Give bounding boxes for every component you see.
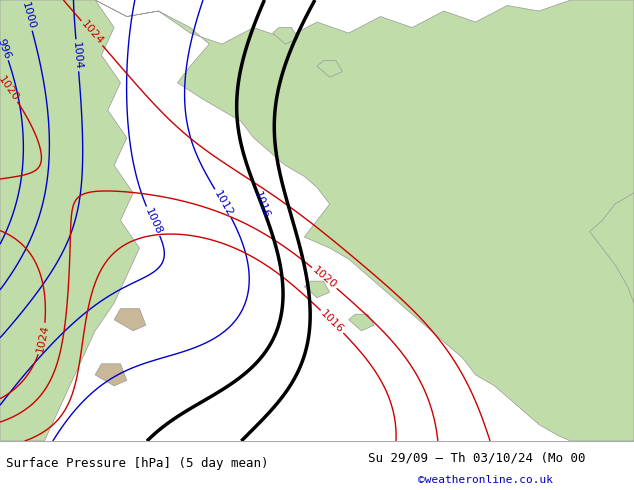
Text: 1020: 1020 bbox=[311, 265, 339, 291]
Text: 1004: 1004 bbox=[71, 41, 84, 70]
Text: 1016: 1016 bbox=[319, 308, 346, 335]
Text: Su 29/09 – Th 03/10/24 (Mo 00: Su 29/09 – Th 03/10/24 (Mo 00 bbox=[368, 452, 585, 465]
Polygon shape bbox=[95, 0, 634, 441]
Text: 1024: 1024 bbox=[79, 19, 105, 47]
Text: Surface Pressure [hPa] (5 day mean): Surface Pressure [hPa] (5 day mean) bbox=[6, 457, 269, 469]
Text: 1012: 1012 bbox=[212, 189, 235, 218]
Polygon shape bbox=[317, 61, 342, 77]
Text: 1024: 1024 bbox=[35, 324, 50, 354]
Polygon shape bbox=[273, 27, 298, 44]
Text: 1016: 1016 bbox=[252, 190, 271, 220]
Polygon shape bbox=[0, 0, 139, 441]
Polygon shape bbox=[114, 309, 146, 331]
Polygon shape bbox=[349, 314, 374, 331]
Polygon shape bbox=[590, 193, 634, 303]
Text: 1000: 1000 bbox=[20, 0, 37, 30]
Text: ©weatheronline.co.uk: ©weatheronline.co.uk bbox=[418, 475, 553, 485]
Text: 1020: 1020 bbox=[0, 74, 20, 103]
Text: 996: 996 bbox=[0, 37, 13, 60]
Polygon shape bbox=[0, 0, 35, 441]
Text: 1008: 1008 bbox=[143, 206, 164, 236]
Polygon shape bbox=[95, 364, 127, 386]
Polygon shape bbox=[304, 281, 330, 298]
